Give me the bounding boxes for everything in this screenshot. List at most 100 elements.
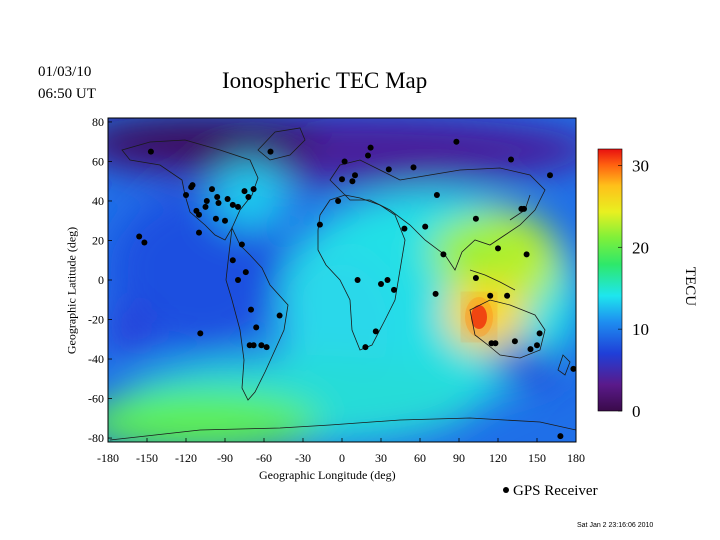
gps-receiver-point [487,292,494,299]
gps-receiver-point [341,158,348,165]
gps-receiver-point [508,156,514,163]
gps-receiver-point [384,277,391,283]
gps-receiver-point [511,338,518,345]
x-tick-label: 150 [528,451,546,465]
gps-receiver-point [136,233,143,240]
gps-receiver-point [523,251,530,258]
gps-receiver-point [229,201,236,208]
x-tick-label: 30 [375,451,387,465]
y-tick-label: 40 [92,194,104,208]
y-axis-ticks: 80 60 40 20 0 -20 -40 -60 -80 [88,115,112,445]
gps-receiver-point [238,241,245,248]
y-tick-label: 60 [92,154,104,168]
gps-receiver-point [488,340,495,347]
tec-heatmap [108,118,576,442]
gps-receiver-point [214,194,221,201]
gps-receiver-point [534,342,540,349]
gps-receiver-point [570,365,576,372]
x-tick-label: -180 [97,451,119,465]
x-tick-label: -60 [256,451,272,465]
gps-receiver-point [378,280,384,287]
gps-receiver-point [354,277,361,283]
gps-receiver-point [495,245,501,252]
gps-receiver-point [518,205,525,212]
gps-receiver-point [246,342,253,349]
gps-receiver-point [258,342,265,349]
gps-receiver-point [229,257,236,264]
x-tick-label: -120 [175,451,197,465]
gps-receiver-point [263,344,270,351]
gps-receiver-point [141,239,148,246]
x-axis-label: Geographic Longitude (deg) [259,468,396,482]
gps-receiver-point [422,223,429,230]
gps-receiver-point [241,188,248,195]
gps-receiver-marker-icon [503,486,509,493]
coastlines [109,127,576,441]
gps-receiver-point [248,306,254,313]
gps-receiver-point [433,192,440,199]
gps-receiver-point [372,328,379,335]
gps-receiver-point [349,178,356,185]
gps-receiver-point [432,290,439,297]
gps-receiver-point [183,192,189,199]
y-tick-label: -20 [88,313,104,327]
gps-receiver-point [410,164,417,171]
gps-receiver-point [222,217,228,224]
gps-receiver-point [267,148,274,155]
gps-receiver-point [504,292,511,299]
y-tick-label: -60 [88,392,104,406]
gps-receiver-point [253,324,260,331]
y-tick-label: 0 [98,273,104,287]
y-tick-label: -80 [88,431,104,445]
gps-receiver-point [453,138,460,145]
gps-receiver-point [188,184,195,191]
y-tick-label: 80 [92,115,104,129]
gps-receiver-point [385,166,392,173]
y-axis-label: Geographic Latitude (deg) [64,226,79,355]
gps-receiver-point [536,330,543,337]
colorbar [597,148,623,412]
x-tick-label: -90 [217,451,233,465]
gps-receiver-point [197,330,204,337]
gps-receiver-point [242,269,249,276]
colorbar-label: TECU [682,266,699,307]
map-date: 01/03/10 [38,64,92,80]
colorbar-tick-label: 30 [632,156,649,175]
y-tick-label: -40 [88,352,104,366]
gps-receiver-point [224,196,231,202]
gps-receiver-point [352,172,358,179]
render-timestamp: Sat Jan 2 23:16:06 2010 [577,522,654,529]
x-tick-label: 90 [453,451,465,465]
gps-receiver-point [362,344,369,351]
x-tick-label: 60 [414,451,426,465]
legend: GPS Receiver [503,483,598,500]
legend-label: GPS Receiver [513,483,598,499]
gps-receiver-point [401,225,408,232]
colorbar-ticks: 0 10 20 30 [618,156,649,421]
gps-receiver-point [212,215,219,222]
colorbar-tick-label: 0 [632,402,641,421]
map-time: 06:50 UT [38,86,96,102]
x-tick-label: 120 [489,451,507,465]
gps-receiver-point [245,194,252,201]
gps-receiver-point [196,229,202,236]
x-tick-label: -30 [295,451,311,465]
gps-receiver-point [367,144,374,151]
colorbar-tick-label: 20 [632,238,649,257]
gps-receiver-point [527,346,534,353]
colorbar-tick-label: 10 [632,320,649,339]
gps-receiver-point [547,172,553,179]
gps-receiver-point [557,433,564,440]
chart-title: Ionospheric TEC Map [222,68,428,93]
gps-receiver-point [215,199,222,206]
gps-receiver-point [440,251,447,258]
gps-receiver-point [276,312,283,319]
gps-receiver-point [365,152,371,159]
x-tick-label: 180 [567,451,585,465]
gps-receiver-point [472,275,479,282]
gps-receiver-point [235,277,241,283]
gps-receiver-point [209,186,215,193]
gps-receiver-point [335,197,342,204]
gps-receiver-point [316,221,323,228]
